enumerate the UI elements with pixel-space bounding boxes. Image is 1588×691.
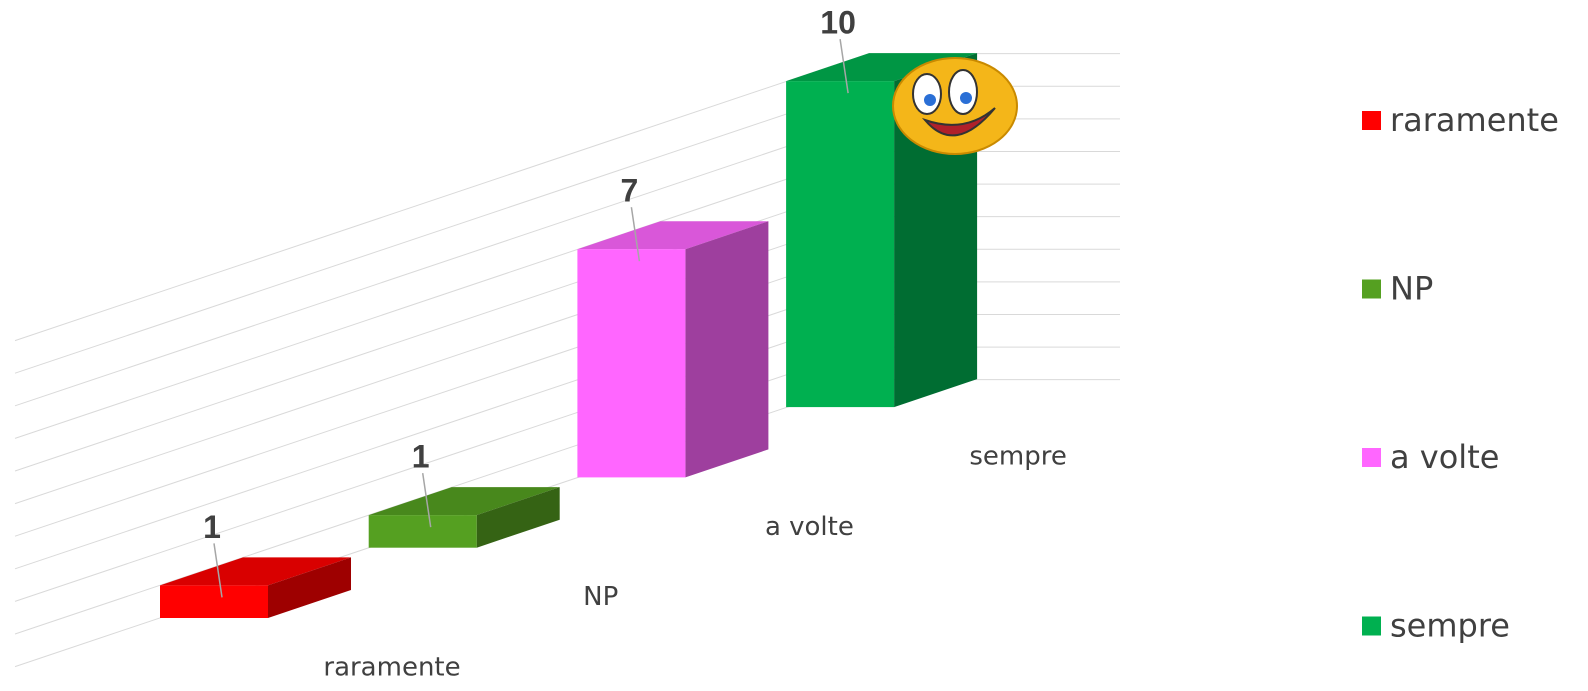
value-label: 1 (412, 439, 430, 475)
bar-front (786, 81, 894, 407)
grid-line (15, 380, 1120, 667)
legend-label: NP (1390, 270, 1433, 308)
smiley (893, 58, 1017, 154)
chart: raramente NP a volte sempre 1 raramente 1 NP 7 a … (0, 0, 1588, 691)
bar-side (685, 221, 768, 477)
legend-label: raramente (1390, 101, 1559, 139)
legend-swatch (1362, 617, 1381, 636)
x-tick-label: a volte (765, 512, 854, 542)
legend-label: a volte (1390, 438, 1499, 476)
value-label: 10 (820, 5, 856, 41)
bar (369, 487, 560, 548)
bar-front (577, 249, 685, 477)
x-tick-label: raramente (323, 653, 460, 683)
legend-swatch (1362, 111, 1381, 130)
x-tick-label: NP (583, 582, 618, 612)
bar-front (160, 585, 268, 618)
legend-swatch (1362, 280, 1381, 299)
legend-swatch (1362, 448, 1381, 467)
value-label: 1 (203, 509, 221, 545)
bar (160, 557, 351, 618)
x-tick-label: sempre (969, 442, 1067, 472)
value-label: 7 (621, 173, 639, 209)
bar (577, 221, 768, 477)
legend-label: sempre (1390, 607, 1510, 645)
bar-front (369, 515, 477, 548)
